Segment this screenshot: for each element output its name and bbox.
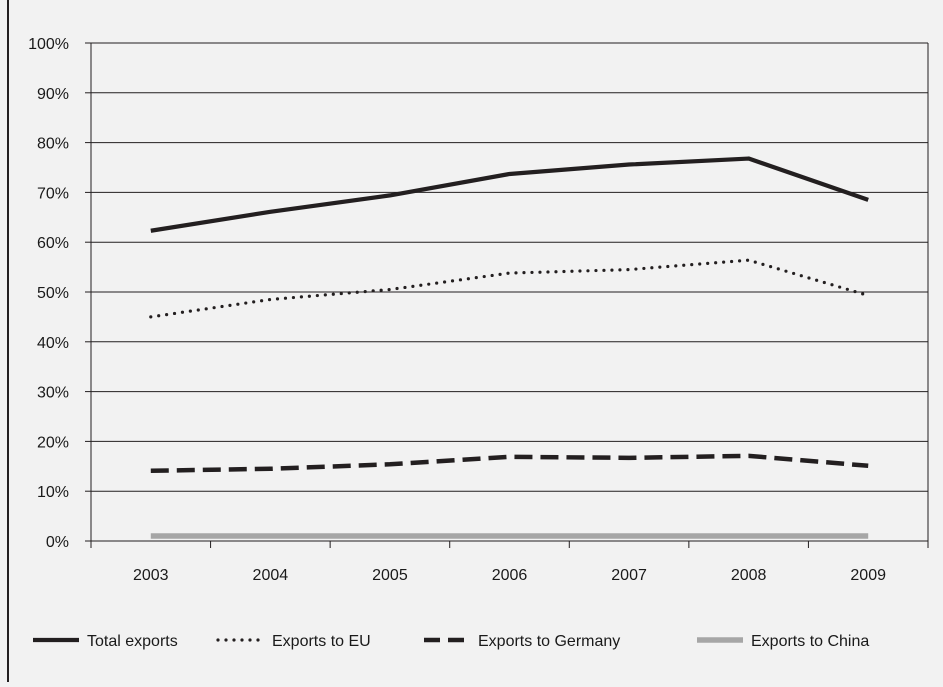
x-tick-label: 2005	[372, 567, 408, 584]
series-line-exports-to-germany	[150, 453, 869, 474]
legend-label-total-exports: Total exports	[87, 633, 178, 650]
y-tick-label: 100%	[28, 36, 69, 53]
y-tick-label: 60%	[37, 235, 69, 252]
series-line-total-exports	[150, 156, 869, 233]
legend-label-exports-to-china: Exports to China	[751, 633, 869, 650]
y-tick-label: 50%	[37, 285, 69, 302]
y-tick-label: 40%	[37, 335, 69, 352]
x-tick-label: 2007	[611, 567, 647, 584]
y-tick-label: 90%	[37, 86, 69, 103]
x-tick-label: 2003	[133, 567, 169, 584]
y-tick-label: 20%	[37, 434, 69, 451]
legend-label-exports-to-germany: Exports to Germany	[478, 633, 620, 650]
y-tick-label: 0%	[46, 534, 69, 551]
x-tick-label: 2009	[850, 567, 886, 584]
x-tick-label: 2006	[492, 567, 528, 584]
x-tick-label: 2008	[731, 567, 767, 584]
legend-label-exports-to-eu: Exports to EU	[272, 633, 371, 650]
y-tick-label: 10%	[37, 484, 69, 501]
y-tick-label: 70%	[37, 185, 69, 202]
y-tick-label: 30%	[37, 385, 69, 402]
series-line-exports-to-eu	[149, 258, 870, 319]
y-tick-label: 80%	[37, 136, 69, 153]
x-tick-label: 2004	[253, 567, 289, 584]
